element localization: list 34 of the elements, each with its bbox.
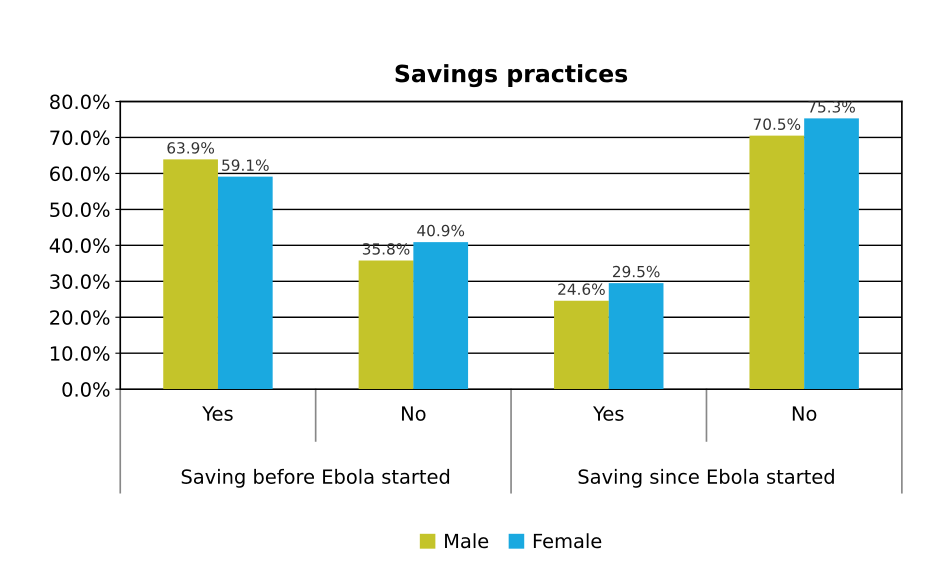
y-tick-label: 40.0%	[50, 238, 110, 254]
data-label: 40.9%	[417, 224, 464, 236]
data-label: 70.5%	[754, 118, 800, 130]
data-label: 75.3%	[808, 101, 855, 113]
data-label: 63.9%	[167, 142, 214, 154]
x-tick-label: No	[792, 406, 816, 421]
bar	[358, 260, 414, 390]
y-tick-label: 0.0%	[62, 382, 110, 397]
y-tick-label: 50.0%	[50, 202, 110, 218]
bar	[218, 176, 273, 390]
data-label: 59.1%	[222, 159, 269, 171]
data-label: 29.5%	[612, 266, 660, 278]
bar	[413, 242, 468, 390]
data-label: 24.6%	[558, 283, 605, 295]
legend-label: Male	[445, 533, 488, 548]
chart-title: Savings practices	[396, 64, 628, 88]
y-tick-label: 10.0%	[50, 346, 110, 361]
text: Saving before Ebola started	[182, 468, 450, 488]
x-tick-label: No	[402, 406, 426, 421]
x-tick-label: Yes	[202, 406, 233, 421]
bar	[749, 136, 804, 390]
legend-label: Female	[534, 533, 602, 548]
data-label: 35.8%	[362, 243, 410, 255]
y-tick-label: 20.0%	[50, 310, 110, 325]
y-tick-label: 70.0%	[50, 130, 110, 146]
bar	[804, 118, 859, 390]
bar	[554, 300, 609, 390]
y-tick-label: 30.0%	[50, 274, 110, 289]
x-tick-label: Yes	[593, 406, 624, 421]
bar	[608, 283, 664, 390]
y-tick-label: 60.0%	[50, 166, 110, 182]
y-tick-label: 80.0%	[50, 94, 110, 110]
text: Saving since Ebola started	[578, 468, 834, 488]
bar	[163, 159, 218, 390]
